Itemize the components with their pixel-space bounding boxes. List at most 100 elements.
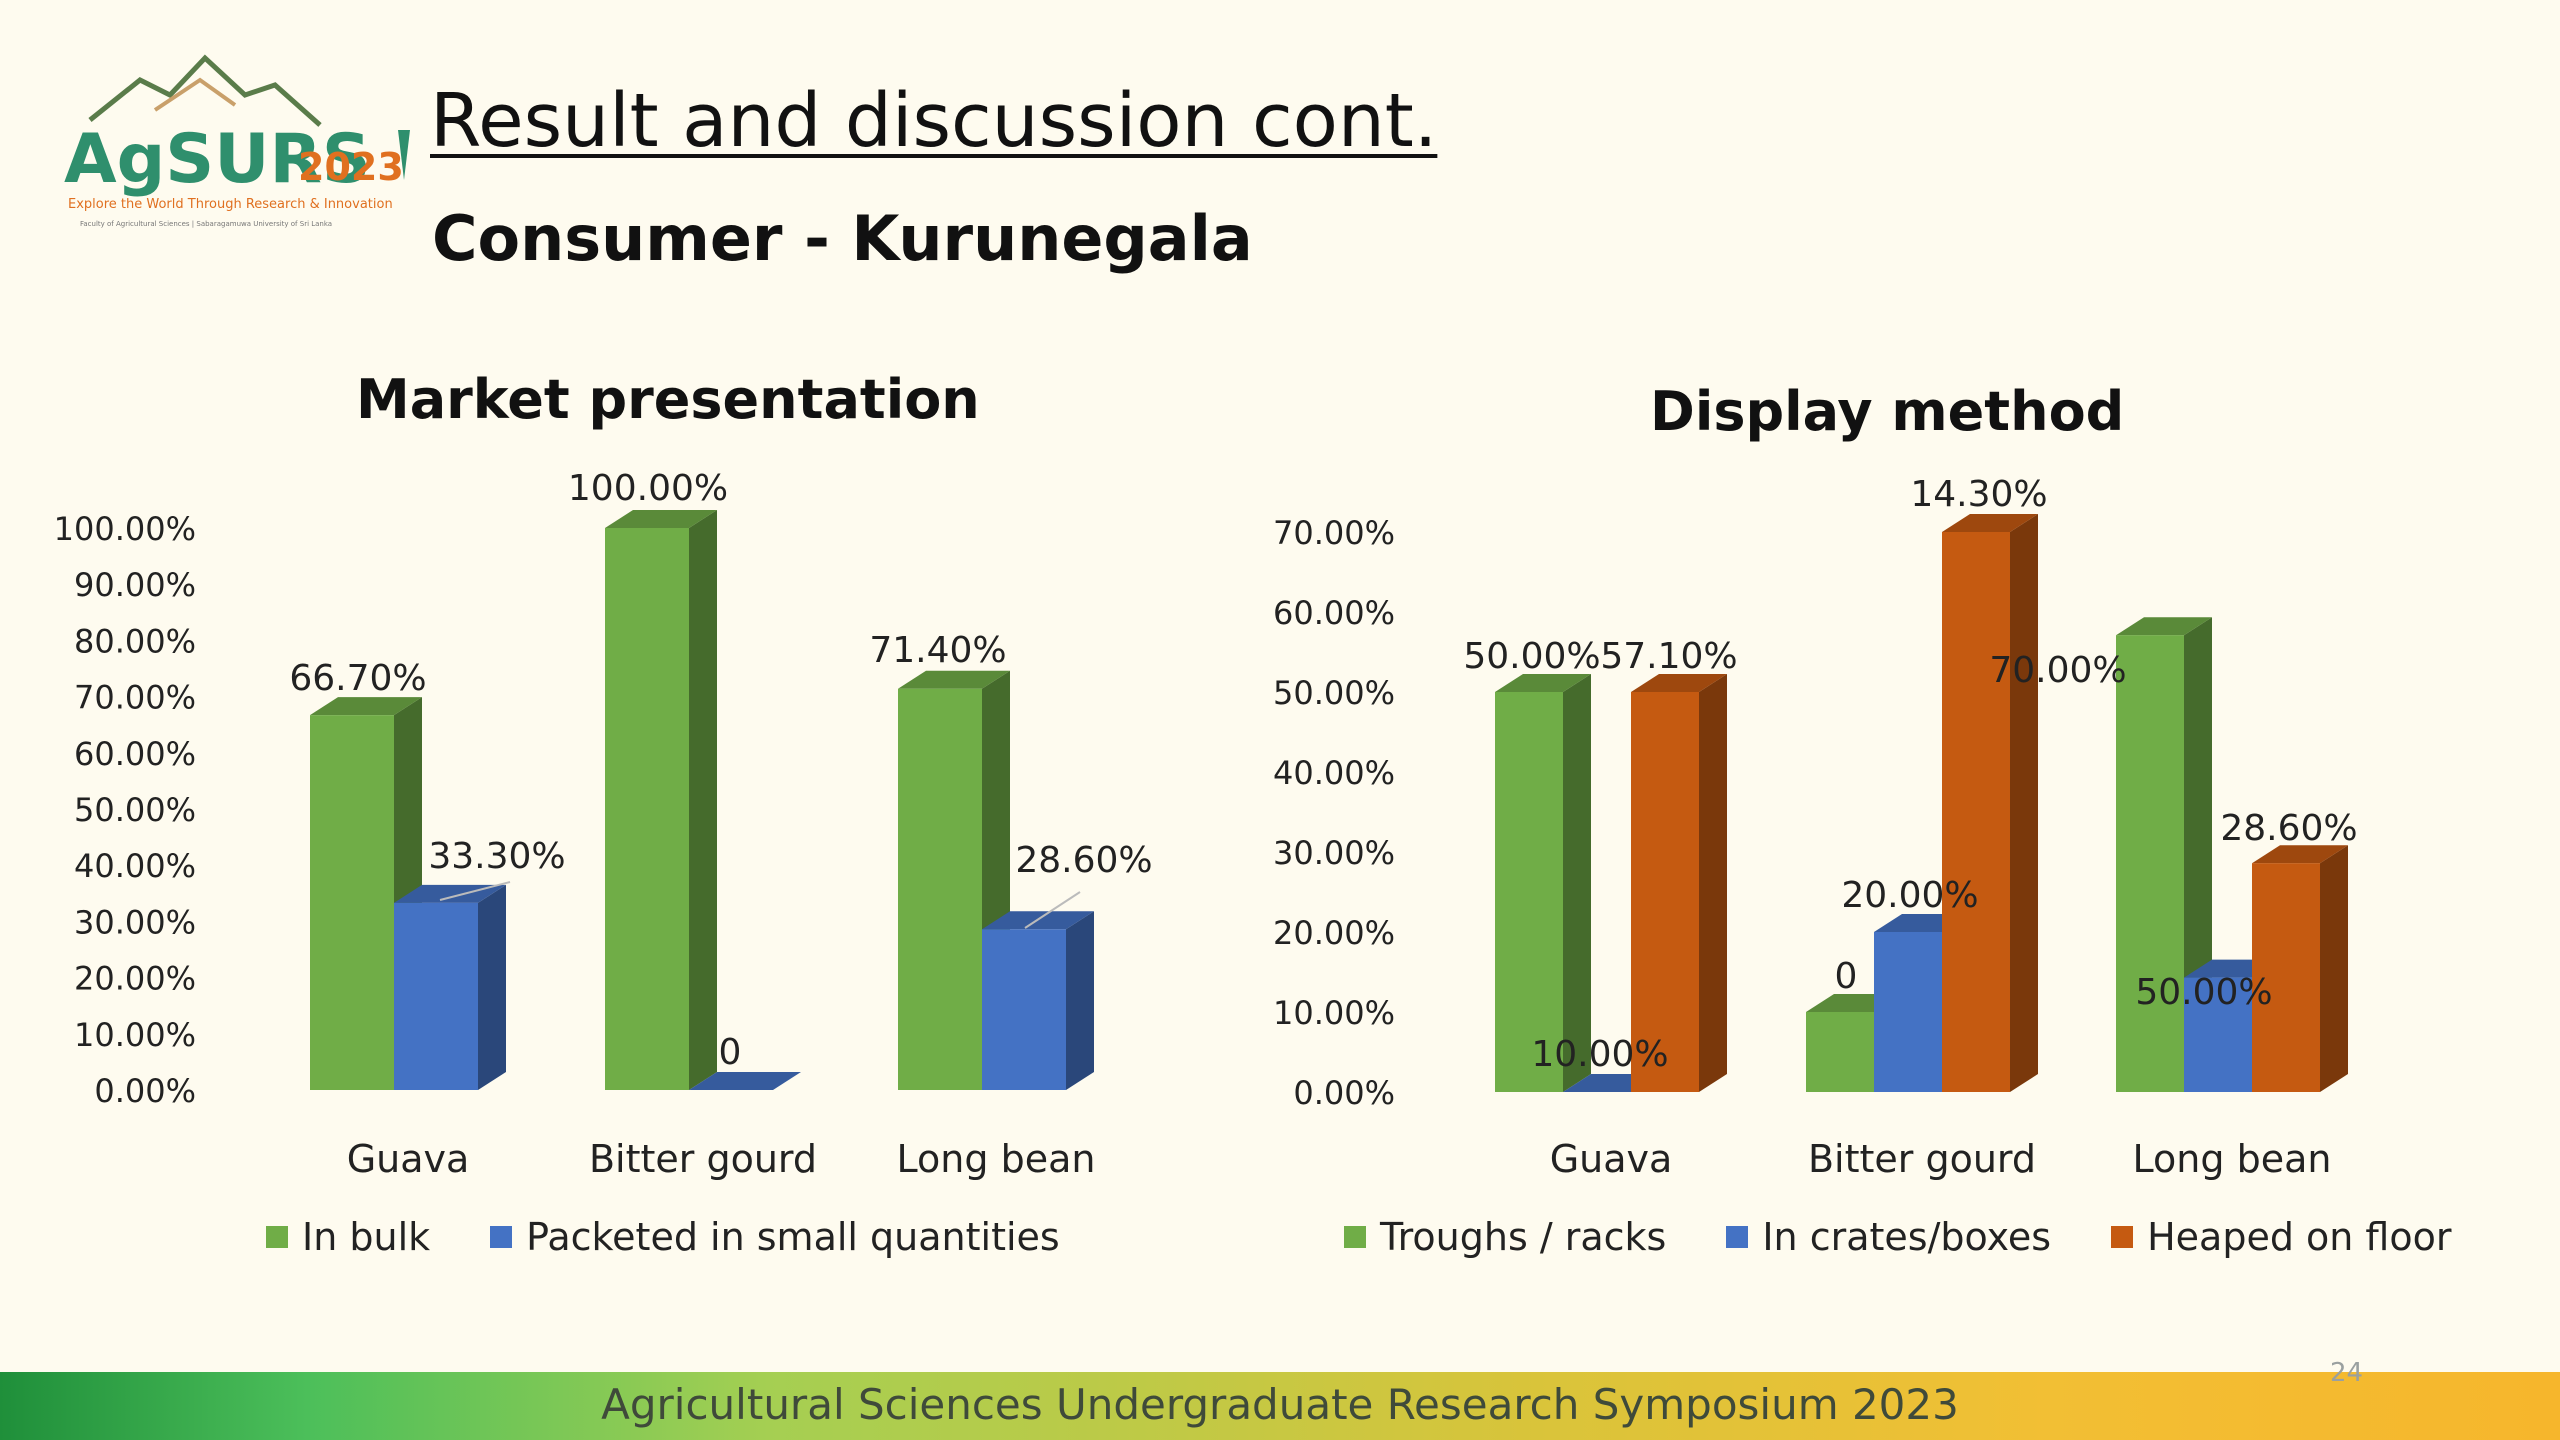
legend-swatch bbox=[1344, 1226, 1366, 1248]
bar-in-bulk-bitter-gourd-side bbox=[689, 510, 717, 1090]
data-label-in-crates-boxes-long-bean: 14.30% bbox=[1910, 474, 2047, 515]
data-label-in-bulk-long-bean: 71.40% bbox=[869, 630, 1006, 671]
bar-troughs-racks-guava-top bbox=[1495, 674, 1591, 692]
legend-item-troughs: Troughs / racks bbox=[1344, 1215, 1666, 1259]
y-tick-label: 40.00% bbox=[1273, 754, 1395, 792]
bar-heaped-on-floor-bitter-gourd bbox=[1942, 532, 2010, 1092]
data-label-heaped-on-floor-guava: 50.00% bbox=[2135, 972, 2272, 1013]
data-label-heaped-on-floor-bitter-gourd: 70.00% bbox=[1989, 650, 2126, 691]
data-label-leader-line bbox=[1024, 891, 1081, 929]
bar-packeted-in-small-quantities-guava-side bbox=[478, 884, 506, 1090]
data-label-in-bulk-bitter-gourd: 100.00% bbox=[568, 468, 728, 509]
x-category-long-bean: Long bean bbox=[2133, 1137, 2332, 1181]
bar-troughs-racks-long-bean bbox=[2116, 635, 2184, 1092]
bar-heaped-on-floor-guava-top bbox=[1631, 674, 1727, 692]
bar-heaped-on-floor-bitter-gourd-side bbox=[2010, 514, 2038, 1092]
bar-packeted-in-small-quantities-guava bbox=[394, 902, 478, 1090]
data-label-heaped-on-floor-long-bean: 28.60% bbox=[2220, 808, 2357, 849]
footer-text: Agricultural Sciences Undergraduate Rese… bbox=[601, 1380, 1959, 1429]
y-tick-label: 50.00% bbox=[1273, 674, 1395, 712]
bar-in-bulk-guava bbox=[310, 715, 394, 1090]
logo-tagline: Explore the World Through Research & Inn… bbox=[68, 197, 393, 212]
bar-troughs-racks-guava bbox=[1495, 692, 1563, 1092]
logo-affiliation: Faculty of Agricultural Sciences | Sabar… bbox=[80, 220, 332, 228]
legend-label: Troughs / racks bbox=[1380, 1215, 1667, 1259]
y-tick-label: 30.00% bbox=[1273, 834, 1395, 872]
logo-year: 2023 bbox=[298, 145, 404, 189]
bar-heaped-on-floor-guava-side bbox=[1699, 674, 1727, 1092]
legend-item-heaped: Heaped on floor bbox=[2111, 1215, 2452, 1259]
y-tick-label: 40.00% bbox=[74, 847, 196, 885]
chart-title-market-presentation: Market presentation bbox=[356, 368, 980, 431]
y-tick-label: 10.00% bbox=[74, 1016, 196, 1054]
y-tick-label: 60.00% bbox=[1273, 594, 1395, 632]
legend-item-in-bulk: In bulk bbox=[266, 1215, 430, 1259]
logo-graphic: AgSURS 2023 Explore the World Through Re… bbox=[64, 54, 410, 228]
slide-title: Result and discussion cont. bbox=[430, 78, 1438, 164]
slide-subtitle: Consumer - Kurunegala bbox=[432, 202, 1253, 275]
y-tick-label: 90.00% bbox=[74, 566, 196, 604]
bar-heaped-on-floor-long-bean-side bbox=[2320, 845, 2348, 1092]
bar-heaped-on-floor-long-bean bbox=[2252, 863, 2320, 1092]
legend-label: Heaped on floor bbox=[2147, 1215, 2452, 1259]
bar-in-bulk-long-bean bbox=[898, 688, 982, 1090]
bar-in-crates-boxes-long-bean bbox=[2184, 977, 2252, 1092]
data-label-in-crates-boxes-guava: 0 bbox=[1835, 956, 1858, 997]
bar-in-bulk-long-bean-top bbox=[898, 670, 1010, 689]
pen-icon bbox=[398, 130, 410, 180]
y-tick-label: 70.00% bbox=[1273, 514, 1395, 552]
bar-heaped-on-floor-bitter-gourd-top bbox=[1942, 514, 2038, 532]
bar-heaped-on-floor-guava bbox=[1631, 692, 1699, 1092]
legend-swatch bbox=[490, 1226, 513, 1248]
page-number: 24 bbox=[2330, 1358, 2364, 1388]
x-category-bitter-gourd: Bitter gourd bbox=[1808, 1137, 2036, 1181]
y-tick-label: 60.00% bbox=[74, 735, 196, 773]
y-tick-label: 80.00% bbox=[74, 622, 196, 660]
data-label-packeted-in-small-quantities-long-bean: 28.60% bbox=[1015, 840, 1152, 881]
data-label-leader-line bbox=[439, 881, 511, 901]
bar-in-bulk-guava-top bbox=[310, 697, 422, 716]
legend-item-packeted: Packeted in small quantities bbox=[490, 1215, 1060, 1259]
data-label-in-crates-boxes-bitter-gourd: 20.00% bbox=[1841, 875, 1978, 916]
bar-troughs-racks-guava-side bbox=[1563, 674, 1591, 1092]
y-tick-label: 50.00% bbox=[74, 791, 196, 829]
legend-display-method: Troughs / racks In crates/boxes Heaped o… bbox=[1344, 1215, 2452, 1259]
y-tick-label: 30.00% bbox=[74, 903, 196, 941]
display-method-chart: 0.00% 10.00% 20.00% 30.00% 40.00% 50.00% 60.00… bbox=[1273, 474, 2358, 1181]
legend-item-crates: In crates/boxes bbox=[1726, 1215, 2051, 1259]
logo-wordmark: AgSURS bbox=[64, 120, 371, 199]
y-tick-label: 10.00% bbox=[1273, 994, 1395, 1032]
data-label-packeted-in-small-quantities-guava: 33.30% bbox=[428, 836, 565, 877]
bar-heaped-on-floor-long-bean-top bbox=[2252, 845, 2348, 864]
y-tick-label: 70.00% bbox=[74, 679, 196, 717]
bar-packeted-in-small-quantities-long-bean bbox=[982, 929, 1066, 1090]
bar-packeted-in-small-quantities-bitter-gourd-top bbox=[689, 1072, 801, 1090]
bar-troughs-racks-long-bean-top bbox=[2116, 617, 2212, 636]
bar-packeted-in-small-quantities-long-bean-side bbox=[1066, 911, 1094, 1090]
data-label-in-bulk-guava: 66.70% bbox=[289, 658, 426, 699]
x-category-long-bean: Long bean bbox=[897, 1137, 1096, 1181]
legend-market-presentation: In bulk Packeted in small quantities bbox=[266, 1215, 1060, 1259]
legend-swatch bbox=[266, 1226, 288, 1248]
data-label-troughs-racks-guava: 50.00% bbox=[1463, 636, 1600, 677]
y-tick-label: 0.00% bbox=[1293, 1074, 1395, 1112]
y-tick-label: 100.00% bbox=[54, 510, 196, 548]
y-tick-label: 20.00% bbox=[1273, 914, 1395, 952]
bar-in-crates-boxes-bitter-gourd bbox=[1874, 932, 1942, 1092]
y-tick-label: 20.00% bbox=[74, 960, 196, 998]
legend-label: In crates/boxes bbox=[1762, 1215, 2052, 1259]
bar-in-bulk-bitter-gourd bbox=[605, 528, 689, 1090]
chart-title-display-method: Display method bbox=[1650, 380, 2125, 443]
agsurs-logo: AgSURS 2023 Explore the World Through Re… bbox=[60, 50, 430, 240]
footer-bar bbox=[0, 1372, 2560, 1440]
market-presentation-chart: 0.00% 10.00% 20.00% 30.00% 40.00% 50.00% 60.00… bbox=[54, 468, 1153, 1181]
x-category-guava: Guava bbox=[347, 1137, 470, 1181]
bar-troughs-racks-bitter-gourd bbox=[1806, 1012, 1874, 1092]
legend-swatch bbox=[2111, 1226, 2134, 1248]
y-tick-label: 0.00% bbox=[94, 1072, 196, 1110]
legend-swatch bbox=[1726, 1226, 1749, 1248]
bar-in-bulk-bitter-gourd-top bbox=[605, 510, 717, 528]
x-category-guava: Guava bbox=[1550, 1137, 1673, 1181]
legend-label: Packeted in small quantities bbox=[526, 1215, 1060, 1259]
